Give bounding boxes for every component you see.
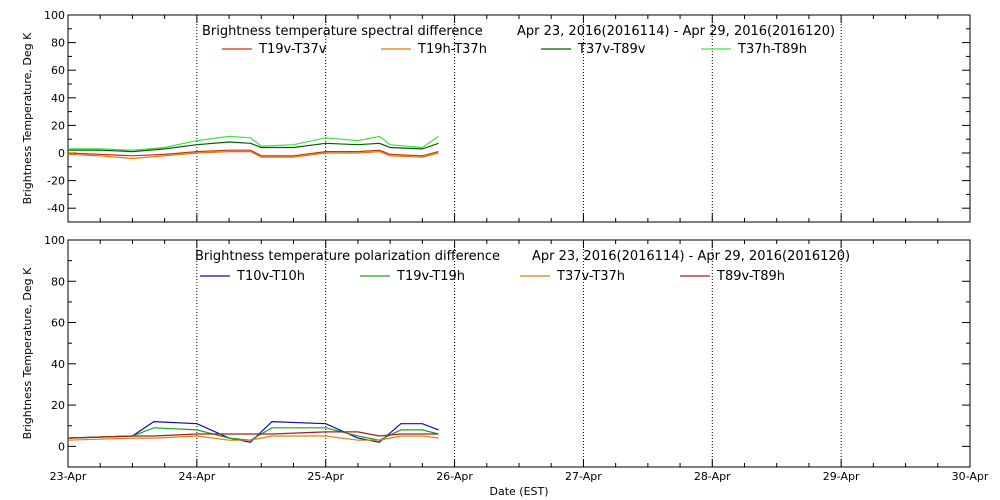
y-tick-label: 20 [51,119,65,132]
series-line-T89v-T89h [67,431,439,439]
x-tick-label: 30-Apr [952,470,989,483]
legend-label: T89v-T89h [716,269,785,284]
chart-title: Brightness temperature spectral differen… [202,24,483,39]
y-tick-label: 60 [51,317,65,330]
legend-label: T37h-T89h [737,42,807,57]
chart-date-range: Apr 23, 2016(2016114) - Apr 29, 2016(201… [532,249,850,264]
legend-label: T37v-T89v [577,42,646,57]
series-line-T10v-T10h [67,420,439,443]
legend-label: T10v-T10h [236,269,305,284]
plot-frame [67,239,971,468]
series-line-T37h-T89h [68,135,439,151]
series-line-T19v-T37v [67,149,439,157]
x-tick-label: 29-Apr [823,470,860,483]
y-tick-label: 20 [51,399,65,412]
x-tick-label: 26-Apr [436,470,473,483]
y-tick-label: 80 [51,37,65,50]
chart-panel-1: -40 -20 0 20 40 60 80 100 Brightness Temperature… [21,9,971,223]
series-line-T19h-T37h [67,150,439,160]
x-tick-label: 28-Apr [694,470,731,483]
y-tick-label: 100 [44,9,65,22]
series-line-T19v-T19h [67,427,439,441]
chart-panel-2: 0 20 40 60 80 100 23-Apr 24-Apr 25-Apr 26-Apr 27-A… [21,234,989,498]
y-tick-label: 0 [58,147,65,160]
chart-date-range: Apr 23, 2016(2016114) - Apr 29, 2016(201… [517,24,835,39]
chart-title: Brightness temperature polarization diff… [195,249,500,264]
x-tick-label: 23-Apr [50,470,87,483]
legend-label: T19h-T37h [417,42,487,57]
x-tick-label: 24-Apr [178,470,215,483]
legend-label: T19v-T19h [396,269,465,284]
y-tick-label: -20 [47,175,65,188]
x-axis-label: Date (EST) [489,485,548,498]
y-axis-label: Brightness Temperature, Deg K [21,267,34,439]
plot-frame [67,14,971,223]
y-tick-label: -40 [47,202,65,215]
legend-label: T19v-T37v [258,42,327,57]
legend-label: T37v-T37h [556,269,625,284]
series-line-T37v-T89v [68,141,439,153]
x-tick-label: 25-Apr [307,470,344,483]
y-axis-label: Brightness Temperature, Deg K [21,32,34,204]
x-tick-label: 27-Apr [565,470,602,483]
y-tick-label: 60 [51,64,65,77]
y-tick-label: 0 [58,440,65,453]
series-line-T37v-T37h [67,435,439,441]
y-tick-label: 80 [51,275,65,288]
y-tick-label: 40 [51,92,65,105]
y-tick-label: 40 [51,358,65,371]
y-tick-label: 100 [44,234,65,247]
